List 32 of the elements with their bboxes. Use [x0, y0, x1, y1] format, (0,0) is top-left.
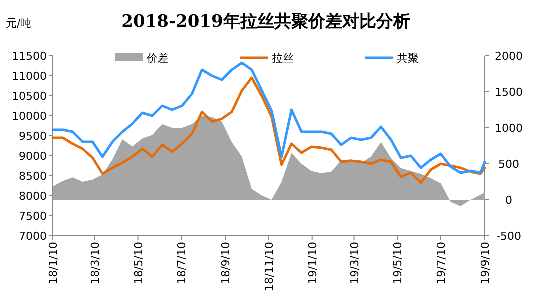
x-tick-label: 19/3/10 [348, 242, 362, 284]
y-tick-label: 10000 [12, 110, 47, 123]
y-tick-label: 8000 [19, 190, 47, 203]
legend-label: 共聚 [397, 52, 419, 65]
x-tick-label: 19/5/10 [392, 242, 405, 284]
y-tick-label: 7000 [19, 230, 47, 243]
x-tick-label: 19/7/10 [434, 242, 448, 284]
y-tick-label: 9000 [19, 150, 47, 163]
x-tick-label: 19/9/10 [479, 242, 492, 284]
y2-tick-label: 2000 [495, 50, 523, 63]
y2-tick-label: 0 [506, 194, 512, 207]
y-tick-label: 9500 [19, 130, 47, 143]
y-tick-label: 8500 [19, 170, 47, 183]
legend-label: 价差 [146, 52, 169, 65]
x-tick-label: 18/1/10 [47, 242, 60, 284]
x-tick-label: 18/3/10 [88, 242, 102, 284]
y-axis-title: 元/吨 [6, 17, 32, 30]
x-tick-label: 18/5/10 [132, 242, 146, 284]
y2-tick-label: 1500 [495, 86, 523, 99]
x-tick-label: 18/7/10 [176, 242, 189, 284]
y-tick-label: 10500 [12, 90, 47, 103]
y2-tick-label: 1000 [495, 122, 523, 135]
x-tick-label: 18/9/10 [220, 242, 233, 284]
chart-title: 2018-2019年拉丝共聚价差对比分析 [122, 12, 410, 32]
y-tick-label: 7500 [19, 210, 47, 223]
y2-tick-label: 500 [498, 158, 520, 171]
legend-label: 拉丝 [272, 52, 294, 65]
y2-tick-label: -500 [496, 230, 522, 243]
y-tick-label: 11000 [12, 70, 47, 83]
y-tick-label: 11500 [12, 50, 47, 63]
x-tick-label: 19/1/10 [306, 242, 320, 284]
x-tick-label: 18/11/10 [263, 242, 276, 292]
